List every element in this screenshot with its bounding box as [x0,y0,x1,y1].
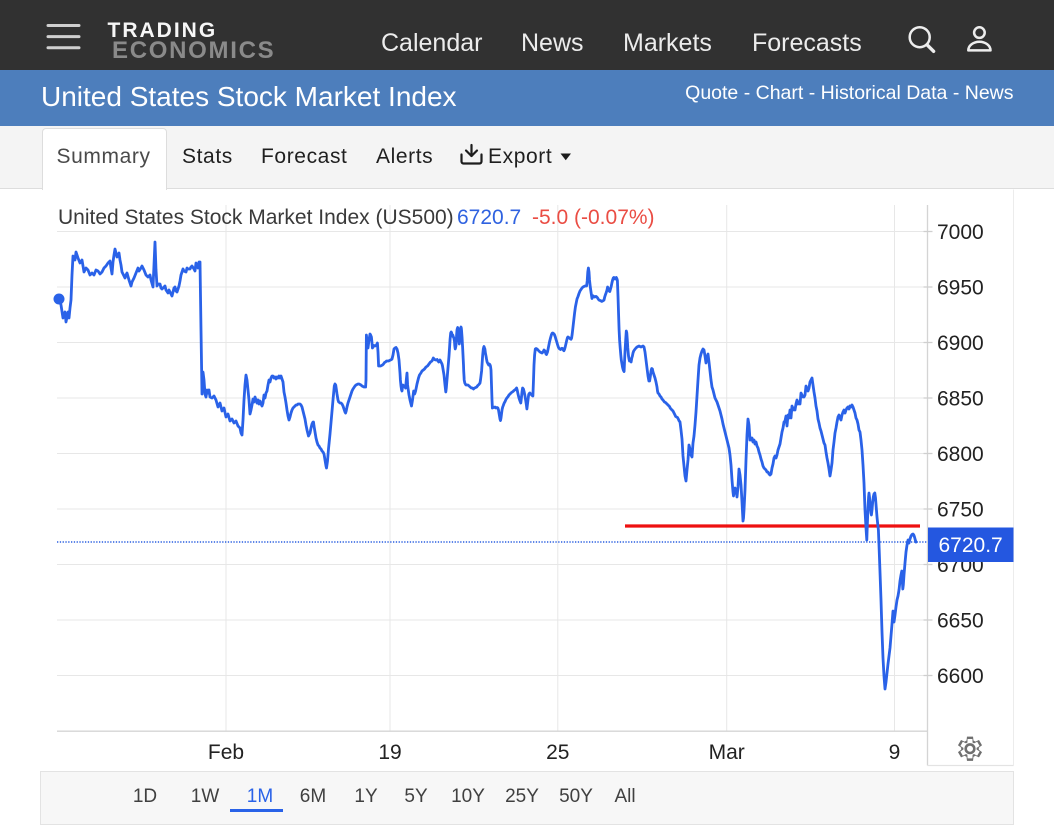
svg-text:19: 19 [378,741,401,764]
svg-text:ECONOMICS: ECONOMICS [112,37,275,64]
svg-text:6720.7: 6720.7 [457,206,521,229]
svg-text:6720.7: 6720.7 [939,534,1003,557]
svg-text:6950: 6950 [937,277,984,300]
svg-text:Forecasts: Forecasts [752,29,862,57]
svg-text:News: News [521,29,584,57]
svg-text:Feb: Feb [208,741,244,764]
svg-text:Mar: Mar [709,741,745,764]
svg-text:6850: 6850 [937,388,984,411]
svg-text:United States Stock Market Ind: United States Stock Market Index (US500) [58,206,454,229]
svg-text:6650: 6650 [937,610,984,633]
svg-text:6750: 6750 [937,499,984,522]
svg-text:6900: 6900 [937,332,984,355]
svg-text:TRADING: TRADING [108,19,218,42]
svg-text:-5.0 (-0.07%): -5.0 (-0.07%) [532,206,655,229]
svg-text:7000: 7000 [937,221,984,244]
svg-text:Markets: Markets [623,29,712,57]
svg-text:9: 9 [889,741,901,764]
svg-text:6600: 6600 [937,665,984,688]
svg-text:25: 25 [546,741,569,764]
svg-text:6800: 6800 [937,443,984,466]
svg-text:Calendar: Calendar [381,29,482,57]
